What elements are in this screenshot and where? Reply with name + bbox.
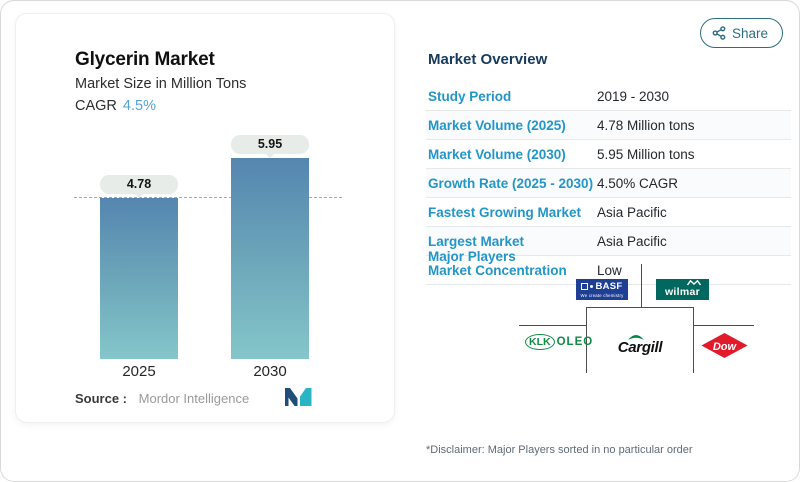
klk-oleo-logo: KLK OLEO	[525, 334, 593, 350]
cargill-leaf-icon	[627, 335, 644, 340]
connector-line-right	[694, 325, 754, 326]
table-row: Study Period 2019 - 2030	[426, 82, 791, 111]
bar-value-2025: 4.78	[100, 175, 178, 198]
wilmar-logo: wilmar	[656, 279, 709, 300]
cagr-line: CAGR 4.5%	[75, 98, 156, 114]
share-button[interactable]: Share	[700, 18, 784, 48]
share-label: Share	[732, 25, 769, 41]
basf-square-mark	[581, 283, 589, 290]
table-row: Market Volume (2025) 4.78 Million tons	[426, 111, 791, 140]
basf-logo: BASF We create chemistry	[576, 279, 628, 300]
svg-text:Dow: Dow	[713, 341, 738, 353]
cargill-logo: Cargill	[618, 335, 663, 356]
wilmar-bird-icon	[687, 280, 701, 286]
market-overview-panel: Market Overview Study Period 2019 - 2030…	[426, 45, 791, 285]
dow-logo: Dow	[701, 333, 748, 358]
source-row: Source : Mordor Intelligence	[75, 388, 312, 406]
disclaimer-text: *Disclaimer: Major Players sorted in no …	[426, 444, 693, 456]
share-icon	[712, 26, 726, 40]
connector-line-vertical	[641, 264, 642, 307]
bar-2025	[100, 198, 178, 359]
chart-subtitle: Market Size in Million Tons	[75, 76, 247, 92]
market-size-card: Glycerin Market Market Size in Million T…	[15, 13, 395, 423]
cargill-box: Cargill	[586, 307, 694, 373]
mordor-intelligence-logo	[285, 388, 312, 406]
cagr-label: CAGR	[75, 98, 117, 114]
overview-title: Market Overview	[428, 51, 548, 68]
source-value: Mordor Intelligence	[138, 391, 250, 406]
table-row: Growth Rate (2025 - 2030) 4.50% CAGR	[426, 169, 791, 198]
connector-line-left	[519, 325, 586, 326]
table-row: Fastest Growing Market Asia Pacific	[426, 198, 791, 227]
table-row: Largest Market Asia Pacific	[426, 227, 791, 256]
basf-dot-mark	[590, 285, 594, 288]
bar-value-2030: 5.95	[231, 135, 309, 158]
major-players-label: Major Players	[428, 249, 516, 264]
table-row: Market Volume (2030) 5.95 Million tons	[426, 140, 791, 169]
reference-dashed-line	[74, 197, 342, 198]
chart-title: Glycerin Market	[75, 49, 215, 70]
major-players-section: Major Players BASF We create chemistry w…	[426, 237, 791, 402]
source-label: Source :	[75, 391, 128, 406]
cagr-value: 4.5%	[122, 98, 156, 114]
bar-2030	[231, 158, 309, 359]
x-tick-2030: 2030	[253, 363, 287, 380]
x-tick-2025: 2025	[122, 363, 156, 380]
